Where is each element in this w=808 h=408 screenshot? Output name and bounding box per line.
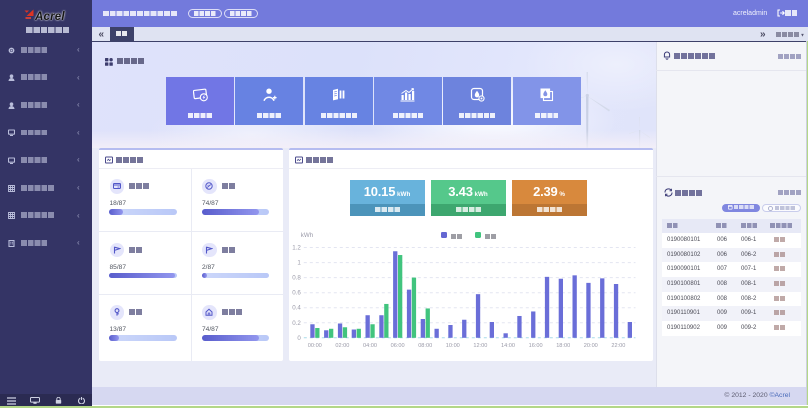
svg-text:0.8: 0.8: [292, 275, 301, 282]
svg-text:0.6: 0.6: [292, 290, 301, 297]
svg-text:16:00: 16:00: [529, 343, 543, 349]
svg-text:1: 1: [297, 260, 301, 267]
svg-text:04:00: 04:00: [363, 343, 377, 349]
svg-text:1.2: 1.2: [292, 245, 301, 252]
svg-text:00:00: 00:00: [308, 343, 322, 349]
svg-text:14:00: 14:00: [501, 343, 515, 349]
svg-text:kWh: kWh: [301, 232, 314, 239]
svg-text:02:00: 02:00: [335, 343, 349, 349]
svg-text:12:00: 12:00: [473, 343, 487, 349]
svg-text:10:00: 10:00: [446, 343, 460, 349]
svg-text:18:00: 18:00: [556, 343, 570, 349]
svg-text:0: 0: [297, 335, 301, 342]
svg-text:06:00: 06:00: [391, 343, 405, 349]
svg-text:0.2: 0.2: [292, 320, 301, 327]
svg-text:20:00: 20:00: [584, 343, 598, 349]
svg-text:22:00: 22:00: [611, 343, 625, 349]
svg-text:0.4: 0.4: [292, 305, 301, 312]
svg-text:08:00: 08:00: [418, 343, 432, 349]
